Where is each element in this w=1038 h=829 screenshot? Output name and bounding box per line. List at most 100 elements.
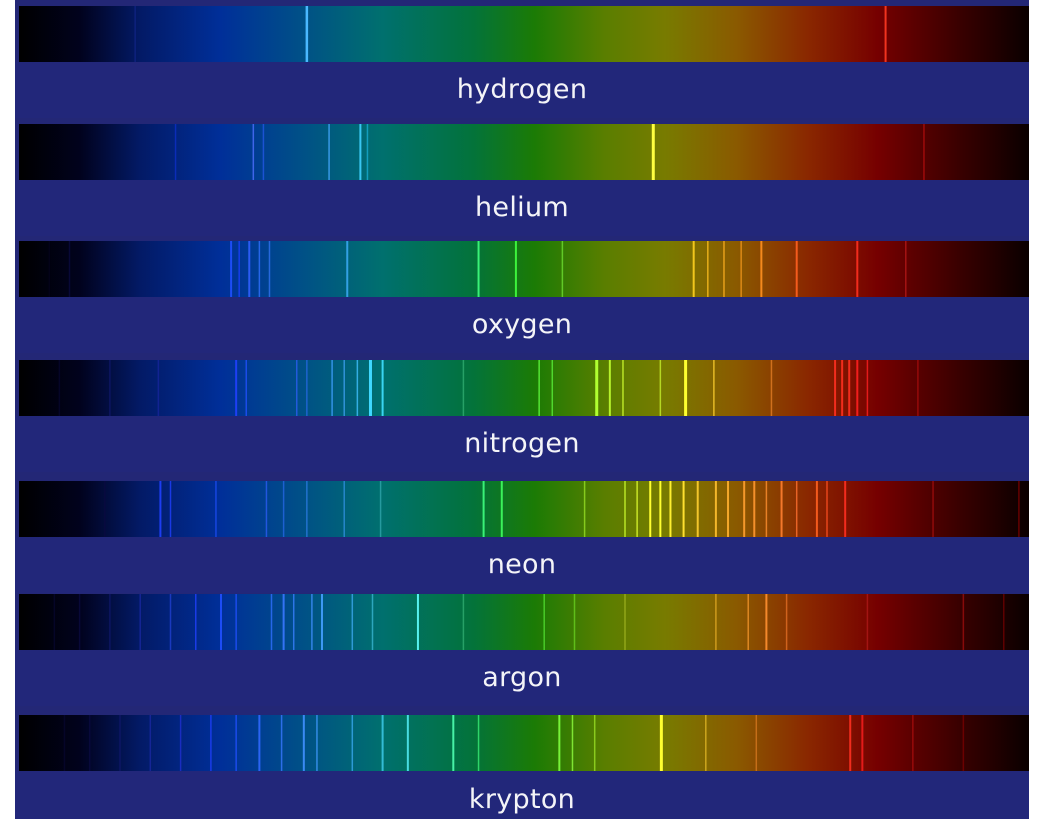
emission-line-neon-13 [624,481,626,537]
emission-line-hydrogen-1 [305,6,309,62]
emission-line-neon-29 [844,481,847,537]
emission-line-oxygen-5 [248,241,251,297]
emission-line-oxygen-10 [514,241,517,297]
emission-line-nitrogen-1 [58,360,61,416]
element-label-oxygen: oxygen [15,297,1029,353]
emission-line-neon-16 [659,481,662,537]
emission-line-nitrogen-16 [595,360,599,416]
emission-line-helium-7 [651,124,655,180]
emission-line-nitrogen-23 [834,360,837,416]
emission-line-nitrogen-21 [713,360,715,416]
emission-line-argon-21 [715,594,717,650]
emission-line-helium-5 [359,124,362,180]
emission-line-nitrogen-15 [551,360,554,416]
emission-line-nitrogen-7 [306,360,308,416]
emission-line-oxygen-15 [740,241,742,297]
emission-line-neon-17 [669,481,672,537]
emission-line-argon-5 [169,594,172,650]
emission-line-helium-2 [252,124,255,180]
spectra-panel: hydrogen helium oxygen nitrogen neon arg… [15,0,1029,819]
emission-line-argon-22 [747,594,749,650]
emission-line-krypton-17 [558,715,561,771]
emission-line-nitrogen-22 [770,360,773,416]
emission-line-krypton-7 [235,715,237,771]
emission-line-krypton-16 [477,715,480,771]
emission-line-argon-23 [765,594,768,650]
emission-line-krypton-19 [593,715,596,771]
element-label-hydrogen: hydrogen [15,62,1029,118]
emission-line-krypton-14 [406,715,409,771]
emission-line-nitrogen-2 [109,360,111,416]
emission-line-helium-4 [328,124,330,180]
emission-line-neon-14 [636,481,638,537]
emission-line-nitrogen-26 [856,360,859,416]
emission-line-krypton-23 [849,715,852,771]
emission-line-nitrogen-5 [245,360,247,416]
emission-line-nitrogen-4 [235,360,238,416]
emission-line-argon-7 [220,594,222,650]
emission-line-argon-11 [292,594,295,650]
emission-line-neon-30 [932,481,934,537]
emission-spectrum-neon [19,481,1029,537]
emission-line-neon-4 [215,481,217,537]
emission-line-krypton-3 [119,715,121,771]
emission-line-argon-19 [573,594,576,650]
spectrum-lines-oxygen [48,241,907,297]
emission-line-oxygen-7 [268,241,271,297]
spectrum-lines-helium [174,124,925,180]
emission-line-oxygen-3 [230,241,233,297]
emission-line-neon-12 [583,481,586,537]
emission-line-krypton-11 [316,715,318,771]
emission-line-neon-11 [500,481,503,537]
emission-line-neon-1 [104,481,106,537]
emission-line-krypton-25 [912,715,914,771]
emission-line-nitrogen-28 [917,360,919,416]
element-label-krypton: krypton [15,771,1029,819]
element-label-neon: neon [15,537,1029,593]
emission-line-neon-8 [343,481,345,537]
emission-line-argon-8 [235,594,237,650]
emission-line-nitrogen-6 [296,360,298,416]
spectrum-lines-krypton [63,715,965,771]
emission-line-nitrogen-18 [622,360,624,416]
spectrum-lines-argon [53,594,1005,650]
emission-line-neon-24 [765,481,768,537]
emission-spectrum-nitrogen [19,360,1029,416]
emission-line-oxygen-9 [477,241,480,297]
emission-line-argon-17 [462,594,465,650]
emission-line-neon-6 [282,481,285,537]
emission-line-krypton-8 [258,715,261,771]
emission-line-nitrogen-24 [841,360,844,416]
emission-line-argon-14 [351,594,354,650]
emission-line-oxygen-4 [238,241,240,297]
emission-spectrum-oxygen [19,241,1029,297]
emission-line-oxygen-13 [707,241,709,297]
spectrum-lines-hydrogen [134,6,887,62]
emission-line-nitrogen-3 [157,360,160,416]
emission-line-oxygen-12 [692,241,695,297]
emission-line-argon-15 [371,594,374,650]
emission-line-oxygen-11 [561,241,564,297]
emission-line-argon-16 [416,594,419,650]
emission-line-krypton-21 [705,715,707,771]
emission-line-krypton-15 [452,715,455,771]
emission-line-oxygen-8 [346,241,349,297]
emission-line-neon-25 [780,481,783,537]
emission-line-helium-3 [262,124,265,180]
emission-line-nitrogen-11 [368,360,372,416]
emission-spectrum-helium [19,124,1029,180]
emission-line-argon-6 [195,594,197,650]
emission-line-nitrogen-25 [848,360,851,416]
emission-spectrum-hydrogen [19,6,1029,62]
emission-line-hydrogen-2 [884,6,887,62]
emission-line-helium-8 [923,124,925,180]
emission-line-oxygen-2 [68,241,71,297]
emission-line-neon-31 [1018,481,1020,537]
emission-line-oxygen-1 [48,241,51,297]
emission-line-nitrogen-8 [331,360,333,416]
emission-line-neon-27 [815,481,818,537]
element-label-argon: argon [15,650,1029,706]
emission-line-neon-10 [482,481,485,537]
emission-line-argon-25 [866,594,869,650]
emission-line-argon-18 [543,594,545,650]
